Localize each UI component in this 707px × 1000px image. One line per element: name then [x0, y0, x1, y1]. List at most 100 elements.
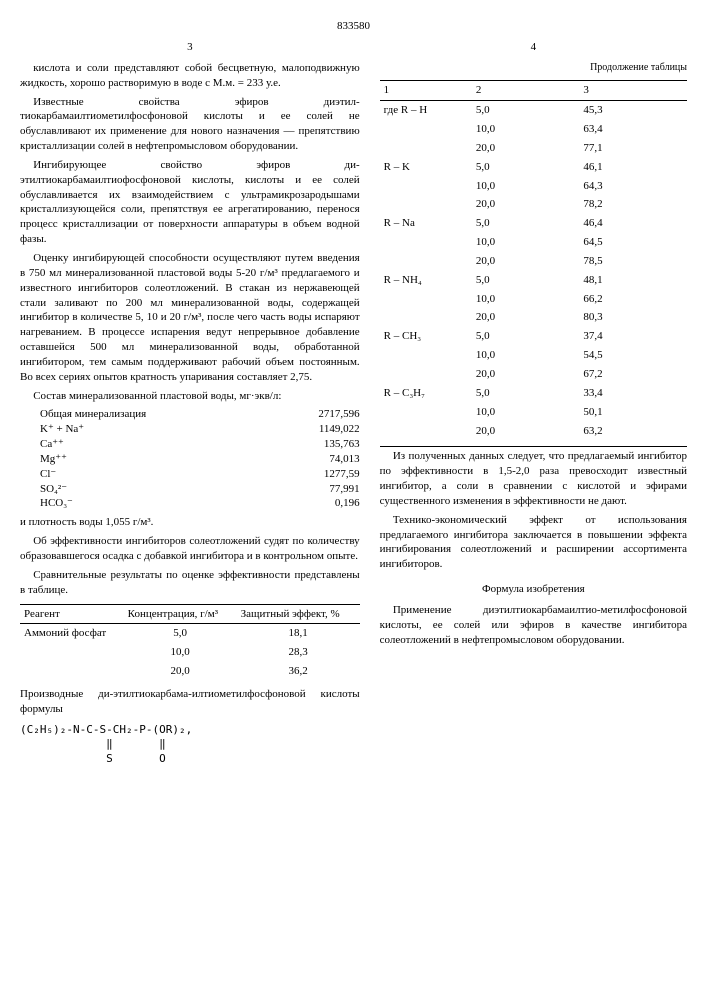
comp-label: Общая минерализация — [40, 407, 290, 422]
table-cell — [380, 403, 472, 422]
para: Состав минерализованной пластовой воды, … — [20, 389, 360, 404]
table-cell — [380, 233, 472, 252]
table-cell: 64,5 — [579, 233, 687, 252]
table-cell: 5,0 — [472, 214, 580, 233]
table-cell: 46,1 — [579, 158, 687, 177]
para: Производные ди-этилтиокарбама-илтиометил… — [20, 687, 360, 717]
table-cell: 5,0 — [124, 624, 237, 643]
table-cell: 54,5 — [579, 346, 687, 365]
table-cell: 20,0 — [124, 662, 237, 681]
table-cell: 20,0 — [472, 195, 580, 214]
results-table: Реагент Концентрация, г/м³ Защитный эффе… — [20, 604, 360, 681]
table-cell: Аммоний фосфат — [20, 624, 124, 643]
comp-label: Ca⁺⁺ — [40, 437, 290, 452]
table-cell — [20, 643, 124, 662]
table-cell: 5,0 — [472, 101, 580, 120]
th-reagent: Реагент — [20, 604, 124, 624]
table-cell: R – NH₄ — [380, 271, 472, 290]
table-cell — [380, 195, 472, 214]
para: кислота и соли представляют собой бесцве… — [20, 61, 360, 91]
para: Сравнительные результаты по оценке эффек… — [20, 568, 360, 598]
comp-label: K⁺ + Na⁺ — [40, 422, 290, 437]
continuation-table: 1 2 3 где R – H5,045,3 10,063,4 20,077,1… — [380, 80, 687, 440]
table-cell: R – K — [380, 158, 472, 177]
para: и плотность воды 1,055 г/м³. — [20, 515, 360, 530]
table-cell: R – Na — [380, 214, 472, 233]
table-cell: 28,3 — [237, 643, 360, 662]
table-cell: 5,0 — [472, 271, 580, 290]
comp-val: 1149,022 — [290, 422, 360, 437]
table-cell: 20,0 — [472, 308, 580, 327]
table-cell: 78,5 — [579, 252, 687, 271]
table-cell: 10,0 — [472, 346, 580, 365]
table-cell: 78,2 — [579, 195, 687, 214]
para: Применение диэтилтиокарбамаилтио-метилфо… — [380, 603, 687, 648]
table-cell — [380, 365, 472, 384]
th-effect: Защитный эффект, % — [237, 604, 360, 624]
table-cell — [20, 662, 124, 681]
claims-title: Формула изобретения — [380, 582, 687, 597]
table-cell: 66,2 — [579, 290, 687, 309]
table-cell — [380, 346, 472, 365]
comp-val: 135,763 — [290, 437, 360, 452]
table-cell: 5,0 — [472, 327, 580, 346]
chemical-formula: (C₂H₅)₂-N-C-S-CH₂-P-(OR)₂, ‖ ‖ S O — [20, 723, 360, 768]
table-cell — [380, 120, 472, 139]
para: Технико-экономический эффект от использо… — [380, 513, 687, 572]
table-cell: 67,2 — [579, 365, 687, 384]
page-number-right: 4 — [380, 40, 687, 55]
table-cell: 20,0 — [472, 365, 580, 384]
table-continuation-title: Продолжение таблицы — [380, 61, 687, 75]
rule — [380, 446, 687, 447]
table-cell: R – C₃H₇ — [380, 384, 472, 403]
table-cell: 37,4 — [579, 327, 687, 346]
table-cell: где R – H — [380, 101, 472, 120]
comp-label: HCO₃⁻ — [40, 496, 290, 511]
th: 1 — [380, 81, 472, 101]
table-cell: 48,1 — [579, 271, 687, 290]
comp-val: 2717,596 — [290, 407, 360, 422]
table-cell: 10,0 — [472, 290, 580, 309]
table-cell: 10,0 — [472, 177, 580, 196]
table-cell — [380, 422, 472, 441]
table-cell — [380, 308, 472, 327]
para: Оценку ингибирующей способности осуществ… — [20, 251, 360, 385]
comp-val: 1277,59 — [290, 467, 360, 482]
table-cell: 20,0 — [472, 252, 580, 271]
table-cell: 10,0 — [472, 403, 580, 422]
table-cell: 33,4 — [579, 384, 687, 403]
table-cell: 50,1 — [579, 403, 687, 422]
table-cell: 36,2 — [237, 662, 360, 681]
para: Ингибирующее свойство эфиров ди-этилтиок… — [20, 158, 360, 247]
table-cell: 20,0 — [472, 139, 580, 158]
para: Известные свойства эфиров диэтил-тиокарб… — [20, 95, 360, 154]
table-cell: 10,0 — [472, 120, 580, 139]
table-cell: 77,1 — [579, 139, 687, 158]
th: 3 — [579, 81, 687, 101]
table-cell: 5,0 — [472, 384, 580, 403]
table-cell: 10,0 — [472, 233, 580, 252]
table-cell: 10,0 — [124, 643, 237, 662]
table-cell: R – CH₃ — [380, 327, 472, 346]
para: Об эффективности ингибиторов солеотложен… — [20, 534, 360, 564]
doc-number: 833580 — [20, 20, 687, 32]
table-cell: 46,4 — [579, 214, 687, 233]
th-conc: Концентрация, г/м³ — [124, 604, 237, 624]
comp-label: Mg⁺⁺ — [40, 452, 290, 467]
comp-label: Cl⁻ — [40, 467, 290, 482]
table-cell: 18,1 — [237, 624, 360, 643]
comp-label: SO₄²⁻ — [40, 482, 290, 497]
table-cell: 80,3 — [579, 308, 687, 327]
comp-val: 74,013 — [290, 452, 360, 467]
table-cell: 20,0 — [472, 422, 580, 441]
table-cell: 63,4 — [579, 120, 687, 139]
table-cell: 5,0 — [472, 158, 580, 177]
th: 2 — [472, 81, 580, 101]
table-cell: 63,2 — [579, 422, 687, 441]
comp-val: 0,196 — [290, 496, 360, 511]
table-cell — [380, 252, 472, 271]
comp-val: 77,991 — [290, 482, 360, 497]
para: Из полученных данных следует, что предла… — [380, 449, 687, 508]
page-number-left: 3 — [20, 40, 360, 55]
table-cell — [380, 290, 472, 309]
